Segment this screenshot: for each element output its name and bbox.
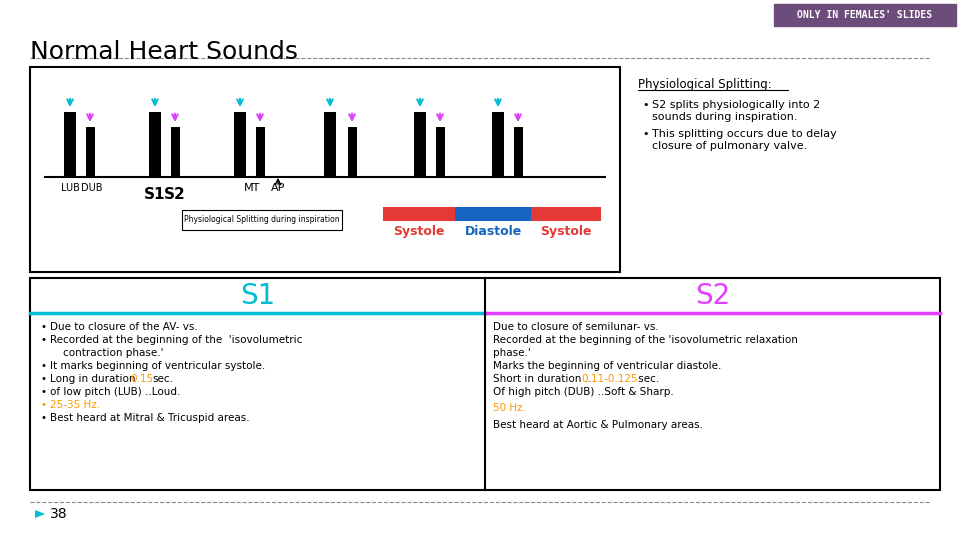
Text: Systole: Systole [540, 225, 591, 238]
Text: S2: S2 [164, 187, 186, 202]
Bar [85, 127, 94, 177]
Text: S1: S1 [144, 187, 166, 202]
Text: phase.': phase.' [493, 348, 531, 358]
Bar [30, 67, 620, 272]
Bar [171, 127, 180, 177]
Text: contraction phase.': contraction phase.' [50, 348, 163, 358]
Text: 0.11-0.125: 0.11-0.125 [581, 374, 637, 384]
Bar [492, 112, 504, 177]
Text: S2 splits physiologically into 2
sounds during inspiration.: S2 splits physiologically into 2 sounds … [652, 100, 820, 122]
Text: Of high pitch (DUB) ..Soft & Sharp.: Of high pitch (DUB) ..Soft & Sharp. [493, 387, 674, 397]
Text: •: • [40, 335, 46, 345]
Text: 50 Hz.: 50 Hz. [493, 403, 526, 413]
Text: Recorded at the beginning of the 'isovolumetric relaxation: Recorded at the beginning of the 'isovol… [493, 335, 798, 345]
Text: 0.15: 0.15 [130, 374, 154, 384]
Text: Best heard at Aortic & Pulmonary areas.: Best heard at Aortic & Pulmonary areas. [493, 420, 703, 430]
Text: Recorded at the beginning of the  'isovolumetric: Recorded at the beginning of the 'isovol… [50, 335, 302, 345]
Text: Systole: Systole [394, 225, 444, 238]
Bar [455, 207, 531, 221]
Text: 38: 38 [50, 507, 67, 521]
FancyBboxPatch shape [182, 210, 342, 230]
Bar [514, 127, 522, 177]
Text: Short in duration ..: Short in duration .. [493, 374, 594, 384]
Text: Normal Heart Sounds: Normal Heart Sounds [30, 40, 298, 64]
Text: LUB: LUB [60, 183, 80, 193]
Text: Long in duration: Long in duration [50, 374, 139, 384]
Text: AP: AP [271, 183, 285, 193]
Polygon shape [35, 510, 45, 518]
Text: 25-35 Hz.: 25-35 Hz. [50, 400, 100, 410]
Bar [234, 112, 246, 177]
Text: S1: S1 [240, 281, 276, 309]
Bar [30, 278, 940, 490]
Text: sec.: sec. [152, 374, 173, 384]
Bar [255, 127, 265, 177]
Text: •: • [642, 100, 649, 110]
Text: •: • [40, 400, 46, 410]
Text: This splitting occurs due to delay
closure of pulmonary valve.: This splitting occurs due to delay closu… [652, 129, 837, 151]
Text: S2: S2 [695, 281, 731, 309]
Text: Physiological Splitting during inspiration: Physiological Splitting during inspirati… [184, 215, 340, 225]
Bar [383, 207, 455, 221]
Text: •: • [40, 374, 46, 384]
Text: sec.: sec. [635, 374, 660, 384]
Text: •: • [40, 322, 46, 332]
Text: of low pitch (LUB) ..Loud.: of low pitch (LUB) ..Loud. [50, 387, 180, 397]
Bar [64, 112, 76, 177]
Bar [324, 112, 336, 177]
Text: ONLY IN FEMALES' SLIDES: ONLY IN FEMALES' SLIDES [798, 10, 932, 20]
Text: DUB: DUB [82, 183, 103, 193]
Bar [149, 112, 161, 177]
Text: It marks beginning of ventricular systole.: It marks beginning of ventricular systol… [50, 361, 265, 371]
Text: •: • [40, 361, 46, 371]
Text: Due to closure of semilunar- vs.: Due to closure of semilunar- vs. [493, 322, 659, 332]
Text: Due to closure of the AV- vs.: Due to closure of the AV- vs. [50, 322, 198, 332]
Text: Physiological Splitting:: Physiological Splitting: [638, 78, 772, 91]
Text: •: • [40, 413, 46, 423]
FancyBboxPatch shape [774, 4, 956, 26]
Bar [414, 112, 426, 177]
Bar [436, 127, 444, 177]
Bar [531, 207, 601, 221]
Text: Marks the beginning of ventricular diastole.: Marks the beginning of ventricular diast… [493, 361, 721, 371]
Text: Diastole: Diastole [465, 225, 521, 238]
Bar [348, 127, 356, 177]
Text: •: • [642, 129, 649, 139]
Text: MT: MT [244, 183, 260, 193]
Text: •: • [40, 387, 46, 397]
Text: Best heard at Mitral & Tricuspid areas.: Best heard at Mitral & Tricuspid areas. [50, 413, 250, 423]
